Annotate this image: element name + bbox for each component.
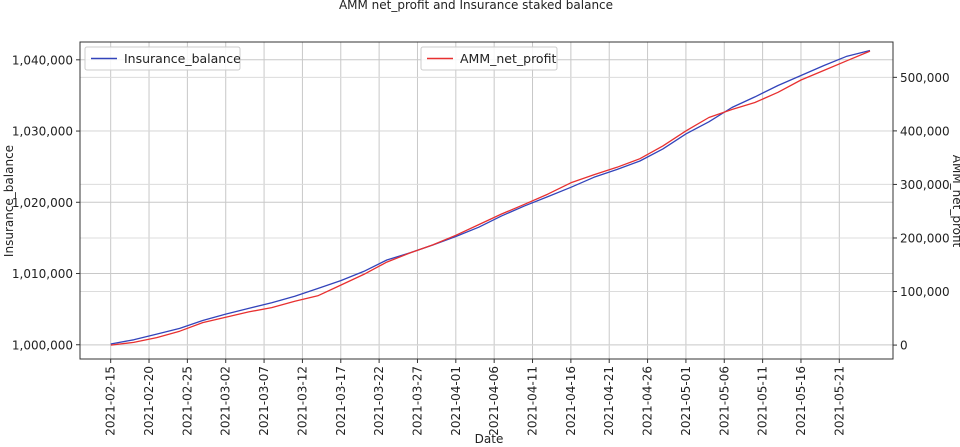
x-tick-label: 2021-04-01 — [449, 366, 463, 436]
x-tick-label: 2021-02-25 — [180, 366, 194, 436]
legend-box — [84, 46, 241, 71]
legend-amm: AMM_net_profit — [420, 46, 558, 71]
x-tick-label: 2021-03-02 — [219, 366, 233, 436]
series-line-amm-net-profit — [110, 50, 871, 346]
x-tick-label: 2021-05-16 — [794, 366, 808, 436]
y-tick-label-right: 200,000 — [900, 231, 950, 245]
x-tick-label: 2021-03-27 — [410, 366, 424, 436]
y-tick-label-right: 300,000 — [900, 178, 950, 192]
x-tick-label: 2021-04-26 — [641, 366, 655, 436]
x-tick-label: 2021-03-22 — [372, 366, 386, 436]
x-tick-label: 2021-05-06 — [717, 366, 731, 436]
y-tick-label-right: 0 — [900, 339, 908, 353]
series-layer — [110, 49, 871, 346]
y-axis-left: 1,000,000 1,010,000 1,020,000 1,030,000 1,04… — [12, 53, 80, 352]
y-tick-label-left: 1,040,000 — [12, 53, 73, 67]
y-axis-right-title: AMM_net_profit — [950, 155, 960, 248]
x-tick-label: 2021-03-12 — [295, 366, 309, 436]
legend-label-amm: AMM_net_profit — [460, 51, 556, 66]
x-tick-label: 2021-03-07 — [257, 366, 271, 436]
y-tick-label-left: 1,020,000 — [12, 196, 73, 210]
y-axis-left-title: Insurance_balance — [2, 145, 16, 257]
x-tick-label: 2021-04-11 — [526, 366, 540, 436]
y-tick-label-left: 1,030,000 — [12, 125, 73, 139]
x-tick-label: 2021-04-21 — [602, 366, 616, 436]
legend-insurance: Insurance_balance — [84, 46, 241, 71]
x-tick-label: 2021-05-11 — [756, 366, 770, 436]
chart-title: AMM net_profit and Insurance staked bala… — [339, 0, 613, 12]
x-tick-label: 2021-03-17 — [334, 366, 348, 436]
y-tick-label-right: 100,000 — [900, 285, 950, 299]
x-tick-label: 2021-05-01 — [679, 366, 693, 436]
x-tick-label: 2021-02-20 — [142, 366, 156, 436]
x-axis-title: Date — [475, 432, 504, 446]
y-tick-label-left: 1,000,000 — [12, 338, 73, 352]
legend-box — [420, 46, 558, 71]
y-tick-label-left: 1,010,000 — [12, 267, 73, 281]
plot-frame — [79, 41, 894, 360]
x-tick-label: 2021-02-15 — [104, 366, 118, 436]
x-tick-label: 2021-04-16 — [564, 366, 578, 436]
y-tick-label-right: 400,000 — [900, 124, 950, 138]
x-tick-label: 2021-05-21 — [832, 366, 846, 436]
series-line-insurance-balance — [110, 49, 871, 345]
y-axis-right: 0 100,000 200,000 300,000 400,000 500,000 — [893, 71, 950, 353]
y-tick-label-right: 500,000 — [900, 71, 950, 85]
x-axis: 2021-02-15 2021-02-20 2021-02-25 2021-03-02… — [104, 359, 846, 436]
legend-label-insurance: Insurance_balance — [124, 51, 241, 66]
x-tick-label: 2021-04-06 — [487, 366, 501, 436]
